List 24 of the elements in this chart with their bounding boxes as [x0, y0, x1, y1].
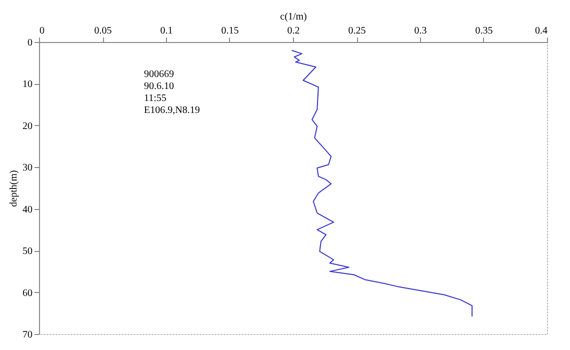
x-tick-label: 0.4	[535, 26, 548, 36]
annotation: 90.6.10	[144, 81, 174, 92]
x-axis-title: c(1/m)	[280, 12, 307, 22]
x-tick-label: 0.1	[160, 26, 173, 36]
y-tick-label: 70	[22, 330, 32, 340]
x-tick-label: 0.15	[221, 26, 239, 36]
y-tick-label: 50	[22, 246, 32, 258]
annotation: E106.9,N8.19	[144, 105, 200, 116]
y-tick-label: 0	[28, 38, 32, 48]
y-tick-label: 60	[22, 288, 32, 299]
x-tick-label: 0.05	[94, 26, 112, 36]
annotation: 11:55	[144, 93, 166, 104]
y-tick-label: 40	[22, 204, 32, 216]
x-tick-label: 0.3	[414, 26, 427, 36]
line-series	[291, 50, 473, 317]
y-tick-label: 20	[22, 120, 32, 132]
annotation: 900669	[144, 69, 174, 80]
y-tick-label: 30	[22, 162, 32, 174]
y-axis-title: depth(m)	[8, 170, 20, 207]
x-tick-label: 0	[40, 26, 44, 36]
x-tick-label: 0.25	[348, 26, 366, 36]
x-tick-label: 0.35	[475, 26, 493, 36]
y-tick-label: 10	[22, 79, 32, 90]
x-tick-label: 0.2	[287, 26, 300, 36]
